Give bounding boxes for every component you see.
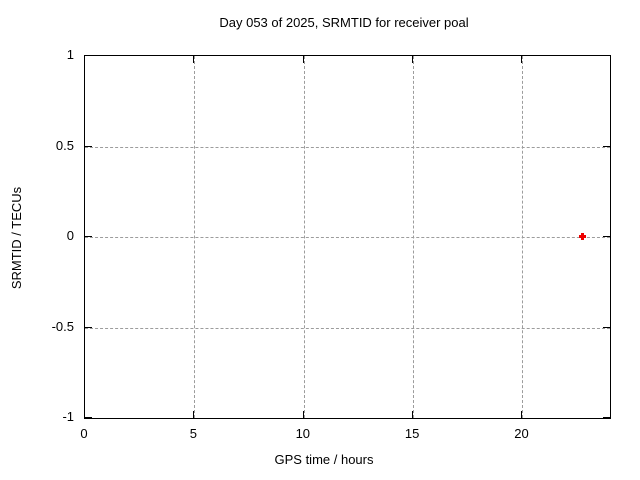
- y-tick-mark: [85, 417, 92, 418]
- y-tick-mark: [85, 55, 92, 56]
- x-tick-label: 15: [404, 426, 420, 441]
- x-tick-mark: [412, 56, 414, 63]
- x-tick-mark: [412, 411, 414, 418]
- y-tick-label: -1: [62, 409, 74, 424]
- data-point-marker: [578, 233, 586, 240]
- y-tick-mark: [85, 326, 92, 328]
- y-tick-mark: [603, 145, 610, 147]
- x-tick-mark: [84, 56, 85, 63]
- y-tick-mark: [85, 236, 92, 237]
- x-tick-label: 0: [80, 426, 88, 441]
- gridline-horizontal: [85, 327, 610, 329]
- y-tick-mark: [603, 55, 610, 56]
- y-tick-mark: [603, 326, 610, 328]
- x-tick-mark: [521, 56, 523, 63]
- x-tick-label: 20: [514, 426, 529, 441]
- chart-title: Day 053 of 2025, SRMTID for receiver poa…: [219, 15, 469, 30]
- x-tick-mark: [193, 56, 195, 63]
- x-tick-label: 5: [189, 426, 197, 441]
- y-tick-mark: [603, 417, 610, 418]
- y-tick-label: -0.5: [51, 318, 74, 334]
- y-tick-mark: [85, 145, 92, 147]
- x-tick-mark: [302, 56, 304, 63]
- x-tick-mark: [302, 411, 304, 418]
- y-tick-mark: [603, 236, 610, 237]
- y-tick-label: 0: [66, 228, 74, 243]
- y-tick-label: 1: [66, 47, 74, 62]
- x-tick-mark: [193, 411, 195, 418]
- x-tick-label: 10: [295, 426, 311, 441]
- plot-area: [84, 55, 611, 419]
- x-tick-mark: [84, 411, 85, 418]
- x-axis-label: GPS time / hours: [274, 452, 374, 467]
- gridline-horizontal: [85, 146, 610, 148]
- x-tick-mark: [521, 411, 523, 418]
- y-tick-label: 0.5: [55, 137, 74, 153]
- gridline-horizontal: [85, 237, 610, 238]
